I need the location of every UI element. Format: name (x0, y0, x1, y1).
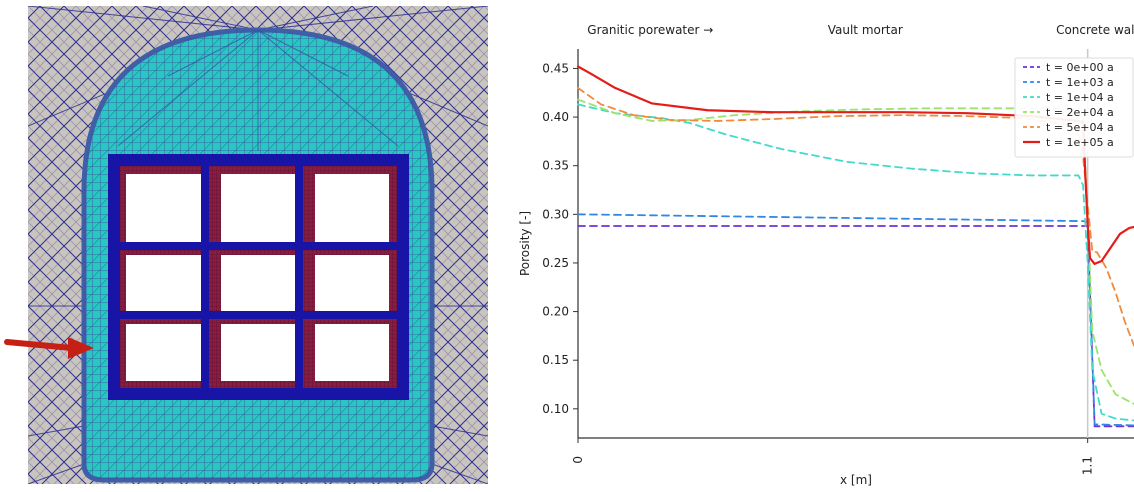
x-axis-label: x [m] (840, 473, 872, 487)
vault-dividers (120, 166, 397, 388)
series-line-1 (577, 225, 1134, 428)
chart-legend: t = 0e+00 a t = 1e+03 a t = 1e+04 a t = 2e+… (1014, 57, 1134, 158)
chart-axes (577, 49, 1134, 439)
top-region-label: Granitic porewater → (587, 23, 713, 37)
y-tick-label: 0.15 (542, 353, 569, 367)
legend-label: t = 2e+04 a (1046, 106, 1114, 119)
y-tick-label: 0.10 (542, 402, 569, 416)
x-tick-label: 1.1 (1081, 456, 1095, 475)
porosity-chart-svg: 0.10 0.15 0.20 0.25 0.30 0.35 0.40 0.45 0 1.1 Gran… (518, 23, 1134, 487)
legend-label: t = 1e+05 a (1046, 136, 1114, 149)
y-tick-label: 0.35 (542, 159, 569, 173)
arrow-right-icon (2, 324, 102, 372)
tunnel-mesh-image (28, 6, 488, 484)
y-axis-label: Porosity [-] (518, 211, 532, 276)
y-tick-label: 0.30 (542, 207, 569, 221)
top-region-label: Concrete wall (1056, 23, 1134, 37)
y-tick-label: 0.20 (542, 305, 569, 319)
y-tick-label: 0.40 (542, 110, 569, 124)
legend-label: t = 1e+04 a (1046, 91, 1114, 104)
series-line-2 (577, 213, 1134, 427)
radial-mesh-lines (28, 6, 488, 484)
x-tick-label: 0 (571, 456, 585, 464)
legend-label: t = 1e+03 a (1046, 76, 1114, 89)
legend-label: t = 5e+04 a (1046, 121, 1114, 134)
mesh-svg (28, 6, 488, 484)
vault-cells (126, 174, 389, 381)
legend-label: t = 0e+00 a (1046, 61, 1114, 74)
top-region-label: Vault mortar (828, 23, 903, 37)
arrow-svg (4, 337, 94, 359)
y-tick-label: 0.25 (542, 256, 569, 270)
series-line-4 (577, 98, 1134, 405)
series-line-3 (577, 103, 1134, 422)
y-tick-label: 0.45 (542, 61, 569, 75)
porosity-chart: 0.10 0.15 0.20 0.25 0.30 0.35 0.40 0.45 0 1.1 Gran… (492, 0, 1134, 492)
